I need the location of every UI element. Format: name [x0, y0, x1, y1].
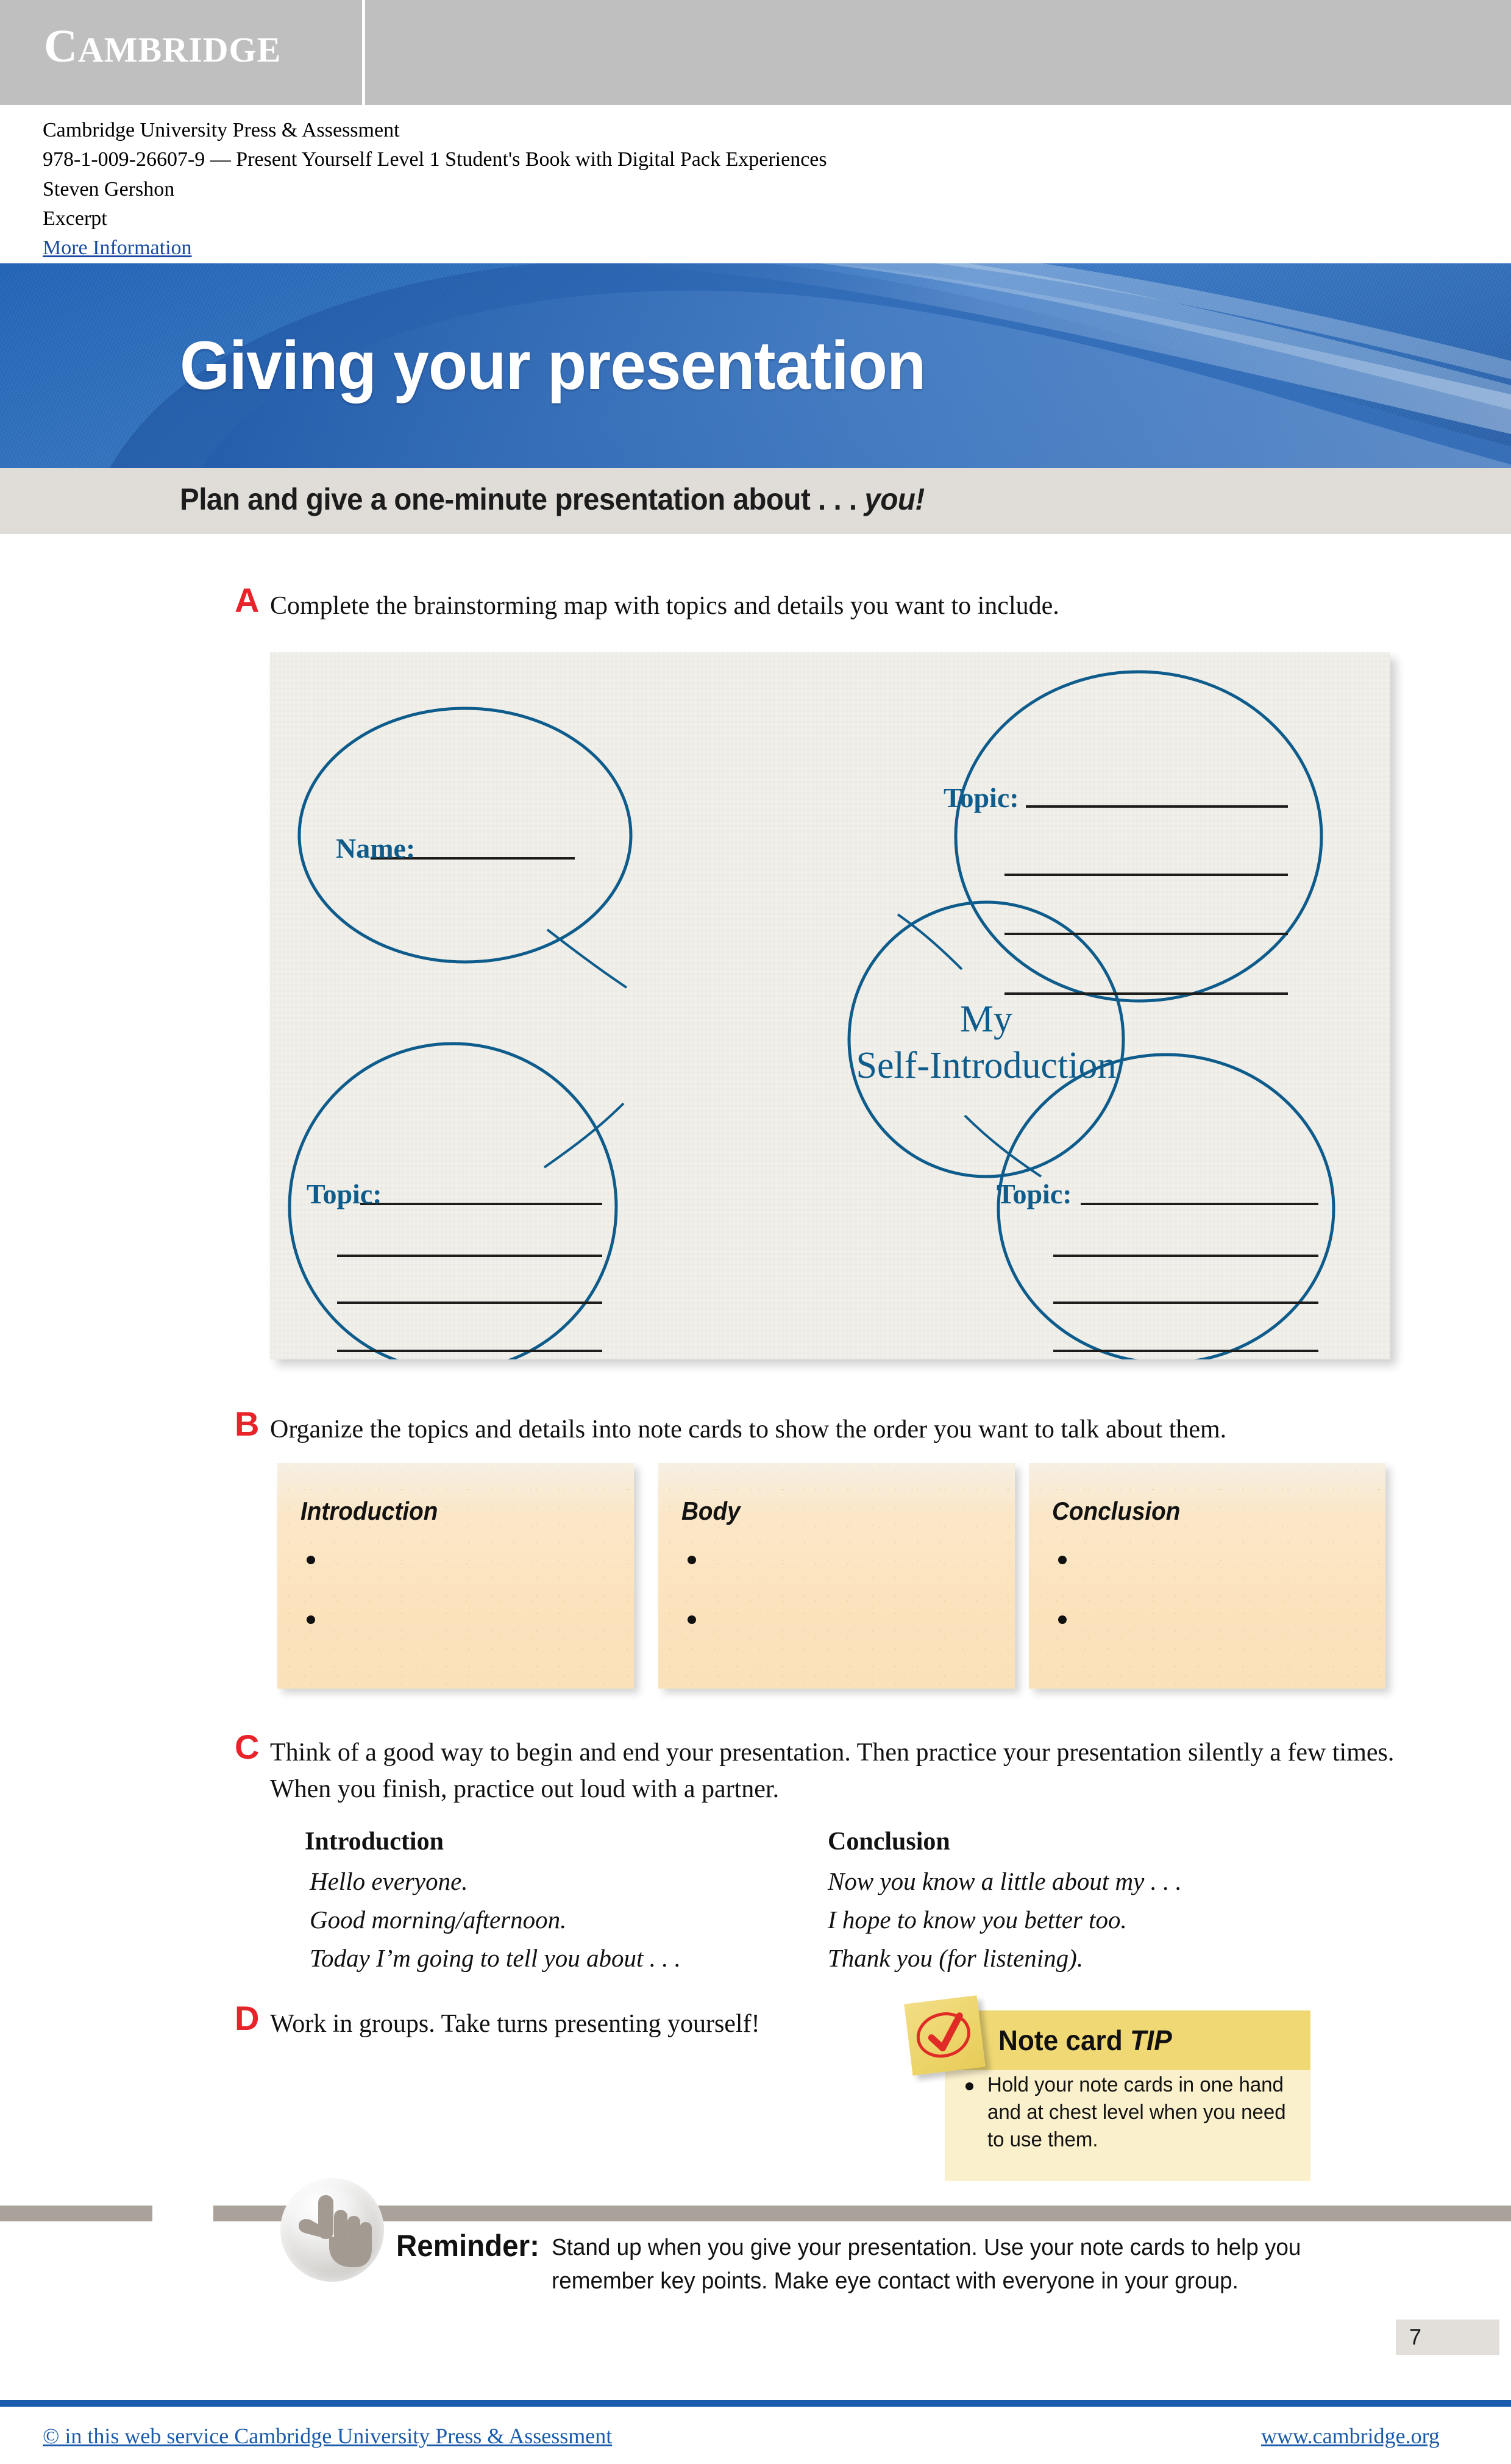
- exercise-b-instruction: Organize the topics and details into not…: [270, 1415, 1227, 1444]
- footer-rule: [0, 2400, 1511, 2407]
- exercise-letter-a: A: [235, 581, 260, 619]
- footer-website-link[interactable]: www.cambridge.org: [1261, 2424, 1440, 2448]
- page-number-badge: 7: [1396, 2320, 1499, 2355]
- note-card-texture: [1029, 1463, 1385, 1689]
- conclusion-phrase-2: I hope to know you better too.: [828, 1906, 1127, 1934]
- note-card-bullet: [307, 1556, 315, 1564]
- note-card-texture: [277, 1463, 634, 1689]
- subtitle-bar: [0, 468, 1511, 534]
- note-card-bullet: [688, 1556, 696, 1564]
- tip-header-bar: [945, 2010, 1310, 2070]
- tip-title-emphasis: TIP: [1129, 2024, 1172, 2056]
- subtitle-plain: Plan and give a one-minute presentation …: [180, 482, 865, 516]
- connector-topic-top-right: [897, 913, 963, 970]
- node-name-shape: [297, 707, 633, 964]
- note-card-bullet: [307, 1615, 315, 1624]
- brainstorming-map-graphic: [288, 670, 1335, 1359]
- tip-bullet-dot: [965, 2082, 973, 2090]
- note-card-tip-box: Note card TIP Hold your note cards in on…: [904, 1995, 1310, 2181]
- node-topic-bottom-left-shape: [288, 1042, 618, 1359]
- brainstorming-map-panel: Name: Topic: Topic: Topic: My Self-Intro…: [270, 652, 1390, 1359]
- note-card-title: Introduction: [300, 1497, 438, 1525]
- note-card-conclusion[interactable]: Conclusion: [1029, 1463, 1385, 1689]
- biblio-excerpt-label: Excerpt: [43, 207, 107, 230]
- page-title: Giving your presentation: [180, 327, 926, 404]
- topic-node-bottom-right-label: Topic:: [997, 1178, 1072, 1209]
- map-paper-texture: [270, 652, 1390, 1359]
- footer-copyright-link[interactable]: © in this web service Cambridge Universi…: [43, 2424, 613, 2448]
- note-card-introduction[interactable]: Introduction: [277, 1463, 634, 1689]
- biblio-publisher: Cambridge University Press & Assessment: [43, 119, 400, 141]
- node-topic-bottom-right-shape: [997, 1053, 1335, 1359]
- reminder-rule-right: [213, 2206, 1511, 2221]
- phrase-heading-conclusion: Conclusion: [828, 1828, 950, 1856]
- banner-swoosh-graphic: [110, 263, 1511, 468]
- intro-phrase-3: Today I’m going to tell you about . . .: [310, 1944, 681, 1972]
- subtitle-emphasis: you!: [864, 482, 925, 516]
- exercise-d-instruction: Work in groups. Take turns presenting yo…: [270, 2010, 760, 2038]
- name-node-label: Name:: [336, 833, 416, 864]
- note-card-texture: [658, 1463, 1015, 1689]
- exercise-c-line-2: silently a few times. When you finish, p…: [270, 1739, 1395, 1803]
- note-card-title: Body: [681, 1497, 741, 1525]
- exercise-a-instruction: Complete the brainstorming map with topi…: [270, 592, 1059, 620]
- reminder-rule-left: [0, 2206, 152, 2221]
- note-card-body[interactable]: Body: [658, 1463, 1015, 1689]
- intro-phrase-1: Hello everyone.: [310, 1867, 468, 1895]
- node-topic-top-right-shape: [954, 670, 1323, 1003]
- tip-bullet-text: Hold your note cards in one hand and at …: [987, 2073, 1286, 2151]
- topic-node-top-right-label: Topic:: [944, 782, 1019, 813]
- node-center-shape: [847, 900, 1125, 1178]
- bibliographic-block: Cambridge University Press & Assessment …: [43, 116, 1201, 263]
- unit-banner: Giving your presentation: [0, 263, 1511, 468]
- page-number: 7: [1409, 2324, 1422, 2349]
- connector-topic-bottom-left: [543, 1102, 625, 1169]
- exercise-letter-d: D: [235, 1999, 260, 2037]
- intro-phrase-2: Good morning/afternoon.: [310, 1906, 567, 1934]
- reminder-text: Stand up when you give your presentation…: [552, 2235, 1301, 2295]
- conclusion-phrase-1: Now you know a little about my . . .: [828, 1867, 1182, 1895]
- publisher-bar: [0, 0, 1511, 105]
- check-circle-icon: [916, 2012, 970, 2058]
- note-card-bullet: [1058, 1556, 1067, 1564]
- exercise-letter-c: C: [235, 1728, 260, 1766]
- note-card-bullet: [1058, 1615, 1067, 1624]
- phrase-heading-introduction: Introduction: [305, 1828, 444, 1856]
- connector-name: [546, 928, 628, 989]
- biblio-isbn-title: 978-1-009-26607-9 — Present Yourself Lev…: [43, 148, 827, 171]
- pointing-hand-icon: [280, 2178, 384, 2282]
- center-line-2: Self-Introduction: [856, 1044, 1117, 1086]
- reminder-label: Reminder:: [396, 2229, 539, 2263]
- biblio-author: Steven Gershon: [43, 177, 175, 201]
- exercise-letter-b: B: [235, 1405, 260, 1443]
- exercise-c-line-1: Think of a good way to begin and end you…: [270, 1739, 1182, 1767]
- cambridge-logo: CAMBRIDGE: [44, 21, 282, 72]
- note-card-title: Conclusion: [1052, 1497, 1181, 1525]
- note-card-bullet: [688, 1615, 696, 1624]
- conclusion-phrase-3: Thank you (for listening).: [828, 1944, 1084, 1972]
- more-information-link[interactable]: More Information: [43, 237, 192, 260]
- publisher-bar-divider: [362, 0, 365, 105]
- tip-body-panel: [945, 2070, 1310, 2181]
- center-line-1: My: [959, 999, 1013, 1040]
- tip-title-plain: Note card: [998, 2024, 1130, 2056]
- exercise-c-instruction: Think of a good way to begin and end you…: [270, 1735, 1410, 1807]
- topic-node-bottom-left-label: Topic:: [307, 1178, 382, 1209]
- map-center-node-label: My Self-Introduction: [828, 997, 1145, 1089]
- sticky-note-shape: [904, 1995, 986, 2076]
- tip-title: Note card TIP: [998, 2024, 1172, 2057]
- subtitle-text: Plan and give a one-minute presentation …: [180, 482, 925, 517]
